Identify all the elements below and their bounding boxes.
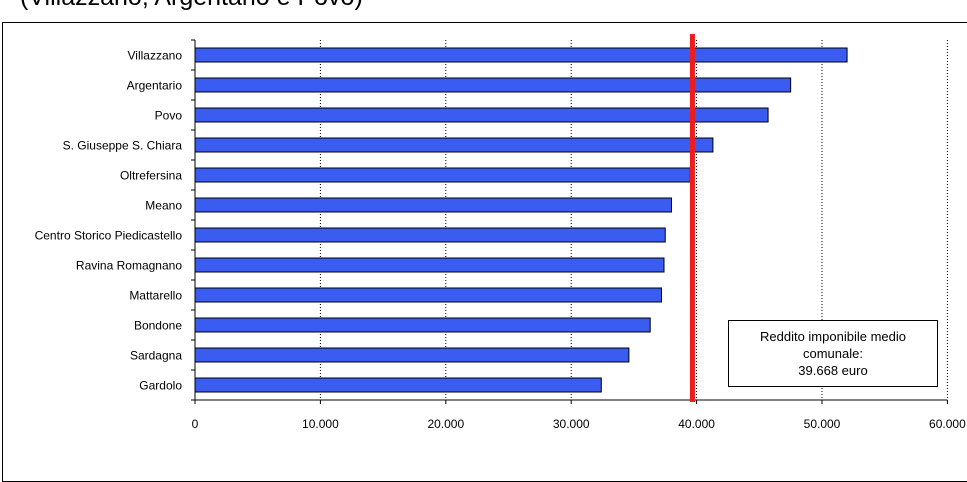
- annotation-line-2: comunale:: [803, 345, 863, 362]
- x-tick-label: 20.000: [427, 417, 464, 430]
- category-label: Oltrefersina: [120, 169, 182, 183]
- x-tick-label: 30.000: [553, 417, 590, 430]
- bar: [195, 288, 661, 302]
- bar: [195, 348, 629, 362]
- reference-annotation: Reddito imponibile medio comunale: 39.66…: [728, 320, 938, 387]
- bar: [195, 228, 665, 242]
- category-label: Meano: [145, 199, 182, 213]
- bar: [195, 48, 847, 62]
- category-label: Centro Storico Piedicastello: [35, 229, 183, 243]
- category-label: Gardolo: [139, 379, 182, 393]
- x-tick-label: 0: [192, 417, 199, 430]
- bar: [195, 258, 664, 272]
- category-label: Sardagna: [130, 349, 182, 363]
- category-label: S. Giuseppe S. Chiara: [63, 139, 183, 153]
- bar: [195, 78, 791, 92]
- category-label: Povo: [155, 109, 183, 123]
- bar: [195, 318, 650, 332]
- annotation-line-3: 39.668 euro: [798, 362, 867, 379]
- category-label: Argentario: [127, 79, 183, 93]
- bar: [195, 138, 713, 152]
- annotation-line-1: Reddito imponibile medio: [760, 328, 906, 345]
- x-tick-label: 40.000: [678, 417, 715, 430]
- x-tick-label: 60.000: [929, 417, 966, 430]
- x-tick-label: 50.000: [804, 417, 841, 430]
- bar: [195, 378, 601, 392]
- category-label: Villazzano: [128, 49, 183, 63]
- bar: [195, 168, 690, 182]
- category-label: Ravina Romagnano: [76, 259, 182, 273]
- category-labels: Villazzano Argentario Povo S. Giuseppe S. C…: [35, 49, 183, 393]
- bar: [195, 198, 672, 212]
- x-tick-label: 10.000: [302, 417, 339, 430]
- bar: [195, 108, 768, 122]
- category-label: Mattarello: [129, 289, 182, 303]
- category-label: Bondone: [134, 319, 182, 333]
